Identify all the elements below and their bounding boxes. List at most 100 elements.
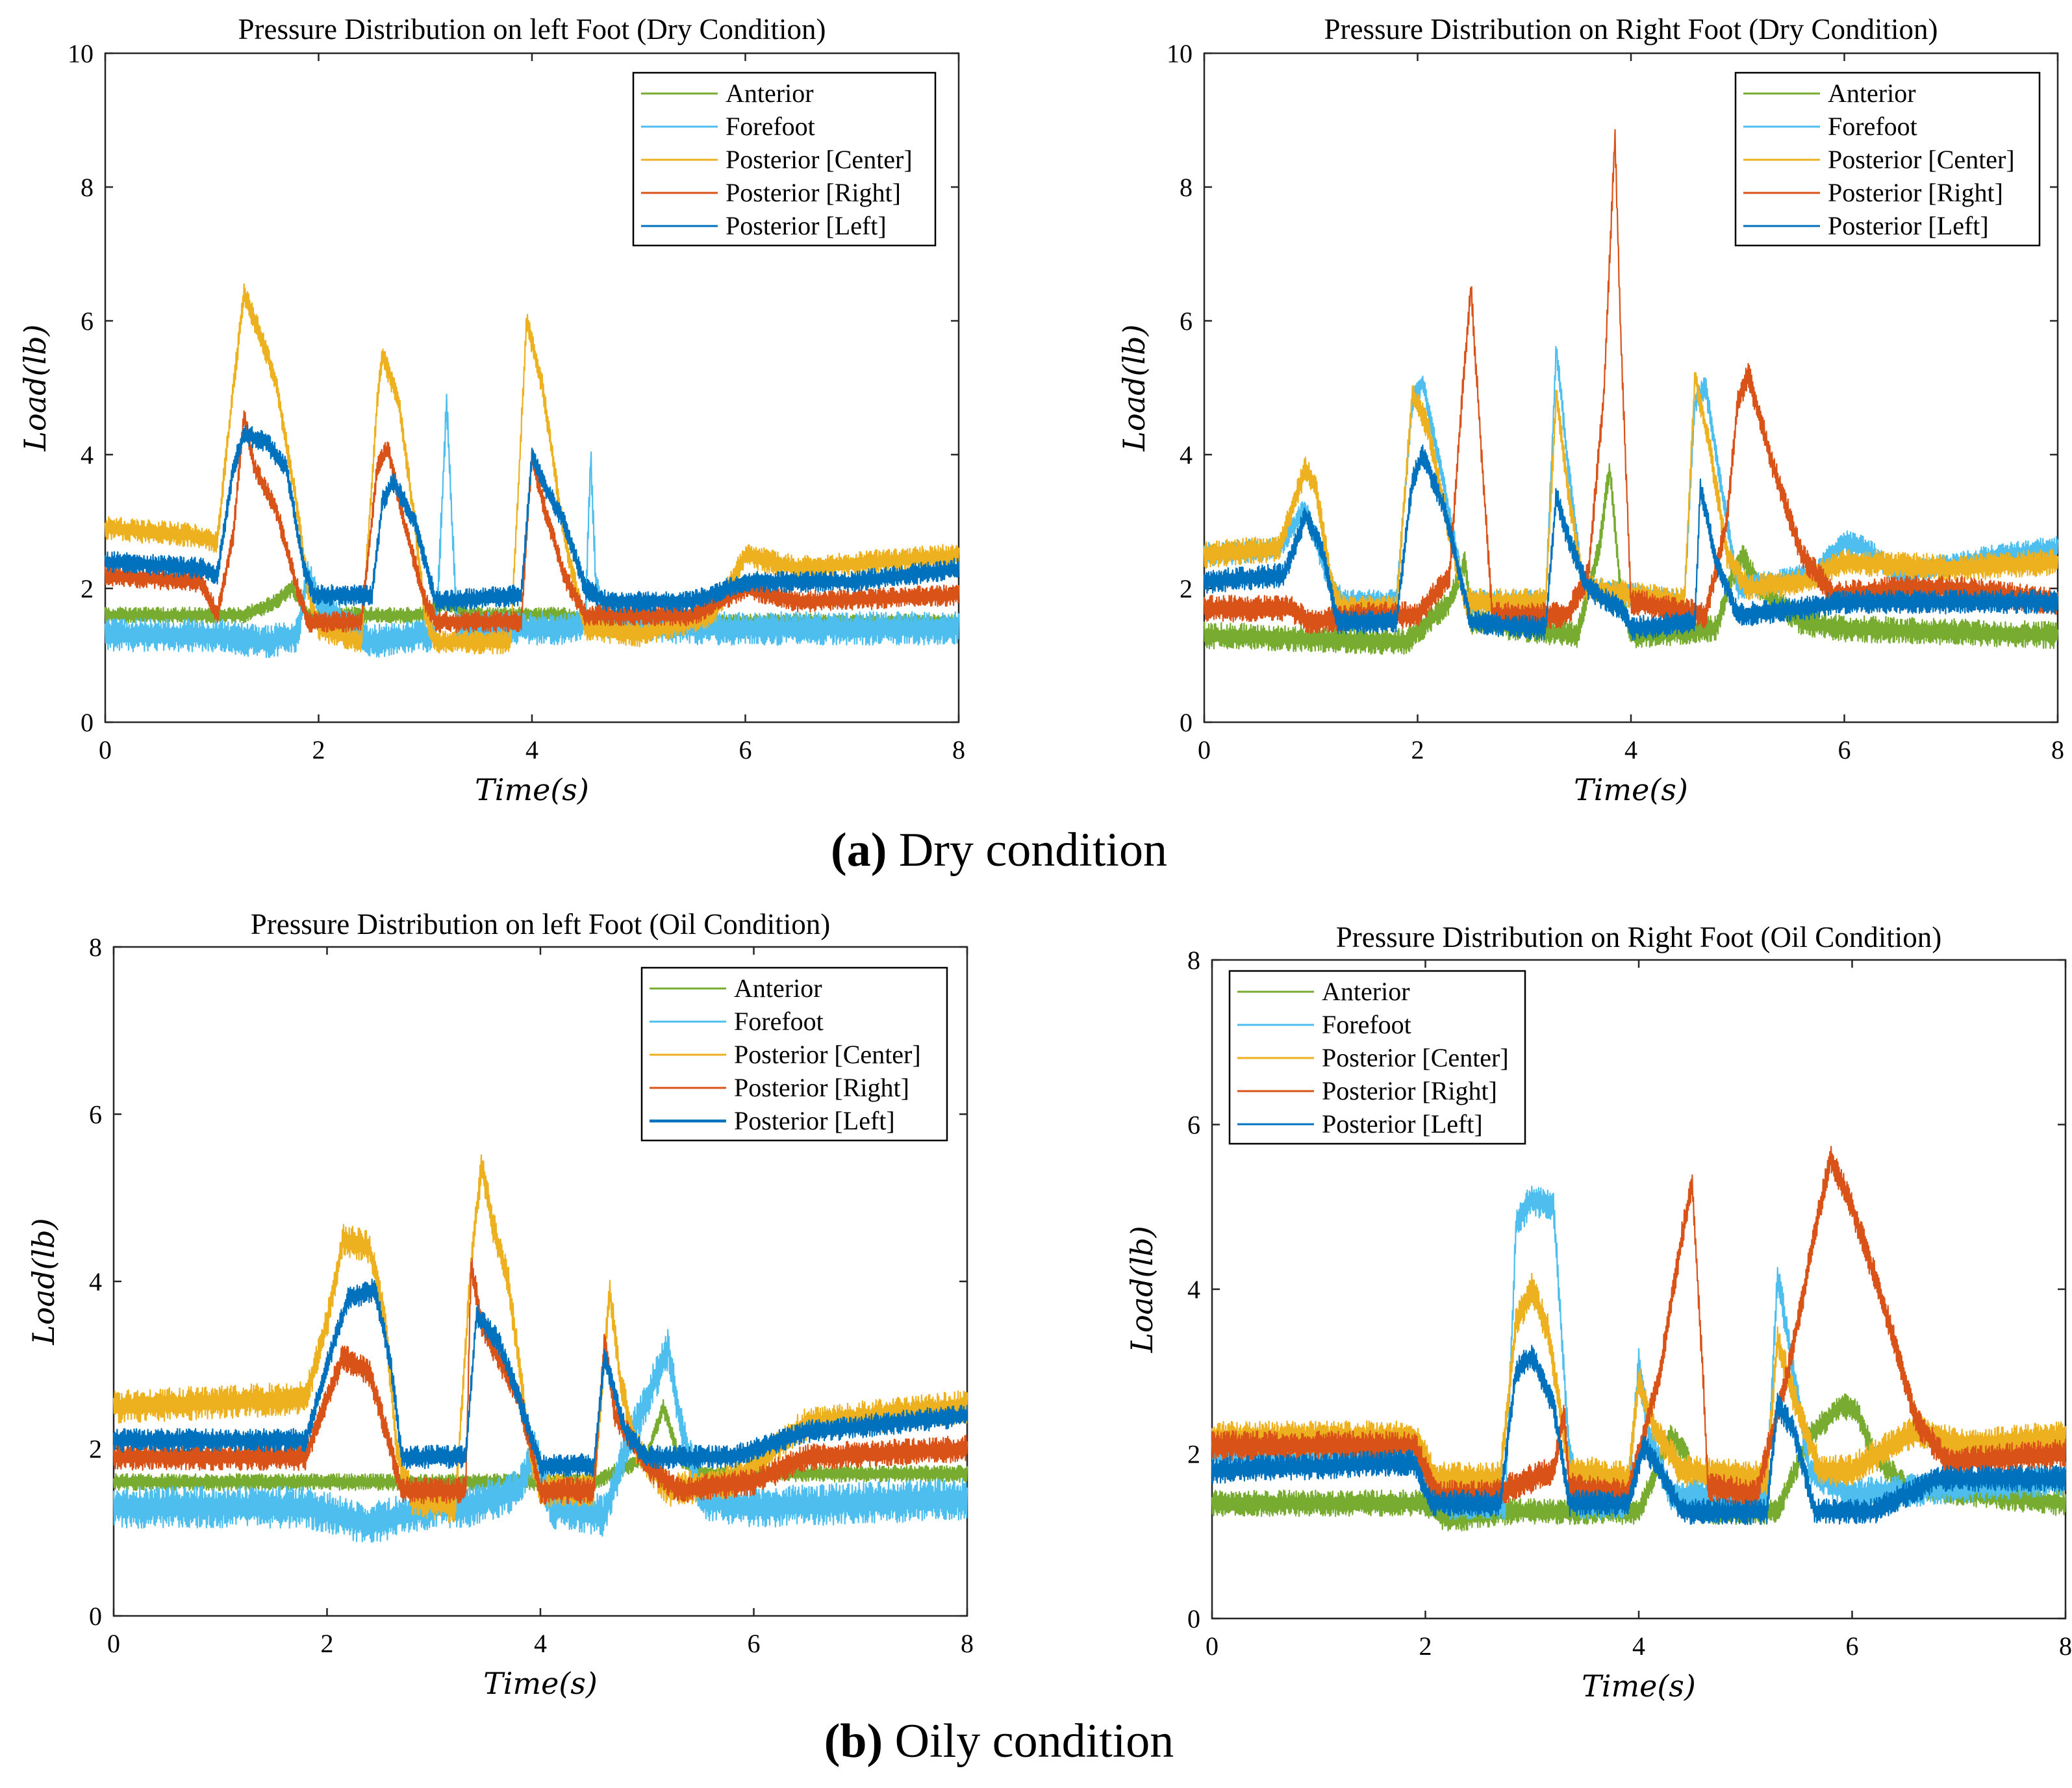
y-tick-label: 4 [1180,440,1193,470]
legend-label-posterior-right: Posterior [Right] [726,178,901,207]
x-tick-label: 8 [2059,1631,2072,1661]
series-line-posterior-center [104,283,960,655]
y-tick-label: 8 [89,933,102,962]
series-line-posterior-right [1203,129,2059,635]
legend-label-posterior-center: Posterior [Center] [734,1040,921,1069]
caption-dry-letter: (a) [831,824,887,877]
x-tick-label: 0 [1198,735,1211,764]
y-tick-label: 6 [89,1100,102,1129]
x-tick-label: 0 [99,735,112,764]
legend-label-forefoot: Forefoot [1322,1010,1411,1039]
series-line-posterior-left [1203,444,2059,641]
legend-label-posterior-center: Posterior [Center] [1322,1043,1509,1072]
legend-label-anterior: Anterior [1322,977,1410,1006]
y-tick-label: 8 [1180,173,1193,202]
legend-label-anterior: Anterior [726,79,814,108]
legend-label-posterior-center: Posterior [Center] [726,145,913,174]
y-tick-label: 0 [1187,1604,1200,1633]
chart-panel-4: Pressure Distribution on Right Foot (Oil… [1124,921,2072,1704]
x-tick-label: 6 [1846,1631,1859,1661]
series-group [112,1154,968,1543]
legend: Anterior Forefoot Posterior [Center] Poster… [640,966,948,1142]
y-tick-label: 8 [1187,946,1200,975]
legend-label-anterior: Anterior [1828,79,1916,108]
y-axis-label: Load(lb) [26,1218,61,1345]
series-line-posterior-left [1211,1344,2067,1526]
x-axis-label: Time(s) [1582,1668,1696,1704]
series-line-posterior-left [104,424,960,614]
panels: Pressure Distribution on left Foot (Dry … [18,13,2072,1704]
x-tick-label: 2 [1419,1631,1432,1661]
chart-title: Pressure Distribution on Right Foot (Oil… [1336,921,1942,953]
y-tick-label: 0 [89,1602,102,1631]
legend-label-posterior-right: Posterior [Right] [734,1073,909,1102]
y-tick-label: 8 [81,173,94,202]
y-tick-label: 4 [89,1267,102,1296]
series-group [104,283,960,659]
y-tick-label: 6 [1180,307,1193,336]
y-tick-label: 6 [81,307,94,336]
y-tick-label: 2 [81,574,94,603]
chart-panel-3: Pressure Distribution on left Foot (Oil … [26,908,974,1701]
legend-label-forefoot: Forefoot [1828,112,1917,141]
chart-title: Pressure Distribution on Right Foot (Dry… [1324,13,1938,45]
series-line-posterior-right [1211,1146,2067,1511]
chart-title: Pressure Distribution on left Foot (Dry … [238,13,826,45]
series-line-posterior-left [112,1278,968,1478]
caption-dry-text: Dry condition [887,824,1167,877]
x-tick-label: 2 [1411,735,1424,764]
caption-oily-letter: (b) [824,1715,883,1768]
legend-label-posterior-left: Posterior [Left] [1322,1109,1483,1139]
legend-label-posterior-left: Posterior [Left] [726,211,887,240]
x-tick-label: 8 [952,735,965,764]
legend: Anterior Forefoot Posterior [Center] Poster… [632,71,937,247]
legend: Anterior Forefoot Posterior [Center] Poster… [1228,970,1526,1145]
series-line-forefoot [112,1329,968,1543]
y-axis-label: Load(lb) [1124,1226,1159,1353]
series-line-posterior-center [1211,1272,2067,1496]
legend-label-forefoot: Forefoot [734,1007,824,1036]
legend: Anterior Forefoot Posterior [Center] Poster… [1734,71,2041,247]
x-tick-label: 6 [748,1629,761,1658]
chart-title: Pressure Distribution on left Foot (Oil … [251,908,830,940]
y-tick-label: 6 [1187,1111,1200,1140]
legend-label-posterior-center: Posterior [Center] [1828,145,2015,174]
legend-label-posterior-left: Posterior [Left] [1828,211,1989,240]
chart-panel-2: Pressure Distribution on Right Foot (Dry… [1117,13,2064,807]
y-tick-label: 4 [81,440,94,470]
y-tick-label: 10 [1167,39,1193,68]
x-axis-label: Time(s) [483,1666,598,1701]
x-axis-label: Time(s) [1574,772,1688,807]
x-tick-label: 0 [1206,1631,1219,1661]
caption-oily-text: Oily condition [883,1715,1174,1768]
legend-label-posterior-left: Posterior [Left] [734,1106,895,1135]
x-tick-label: 4 [1624,735,1637,764]
y-tick-label: 2 [1180,574,1193,603]
y-axis-label: Load(lb) [1117,324,1152,451]
x-tick-label: 6 [1838,735,1851,764]
chart-panel-1: Pressure Distribution on left Foot (Dry … [18,13,965,807]
x-tick-label: 8 [2051,735,2064,764]
legend-label-forefoot: Forefoot [726,112,815,141]
legend-label-posterior-right: Posterior [Right] [1828,178,2003,207]
y-tick-label: 2 [1187,1440,1200,1469]
series-line-posterior-center [1203,371,2059,623]
x-tick-label: 4 [534,1629,547,1658]
x-tick-label: 8 [961,1629,974,1658]
y-tick-label: 4 [1187,1275,1200,1304]
x-tick-label: 2 [321,1629,334,1658]
caption-dry: (a) Dry condition [831,824,1167,877]
series-line-anterior [104,580,960,631]
series-group [1203,129,2059,655]
x-tick-label: 4 [1632,1631,1645,1661]
x-tick-label: 2 [312,735,325,764]
x-tick-label: 6 [739,735,752,764]
y-axis-label: Load(lb) [18,324,53,451]
series-group [1211,1146,2067,1531]
series-line-forefoot [104,394,960,659]
y-tick-label: 0 [81,708,94,737]
x-tick-label: 0 [107,1629,120,1658]
y-tick-label: 10 [68,39,94,68]
x-tick-label: 4 [525,735,538,764]
